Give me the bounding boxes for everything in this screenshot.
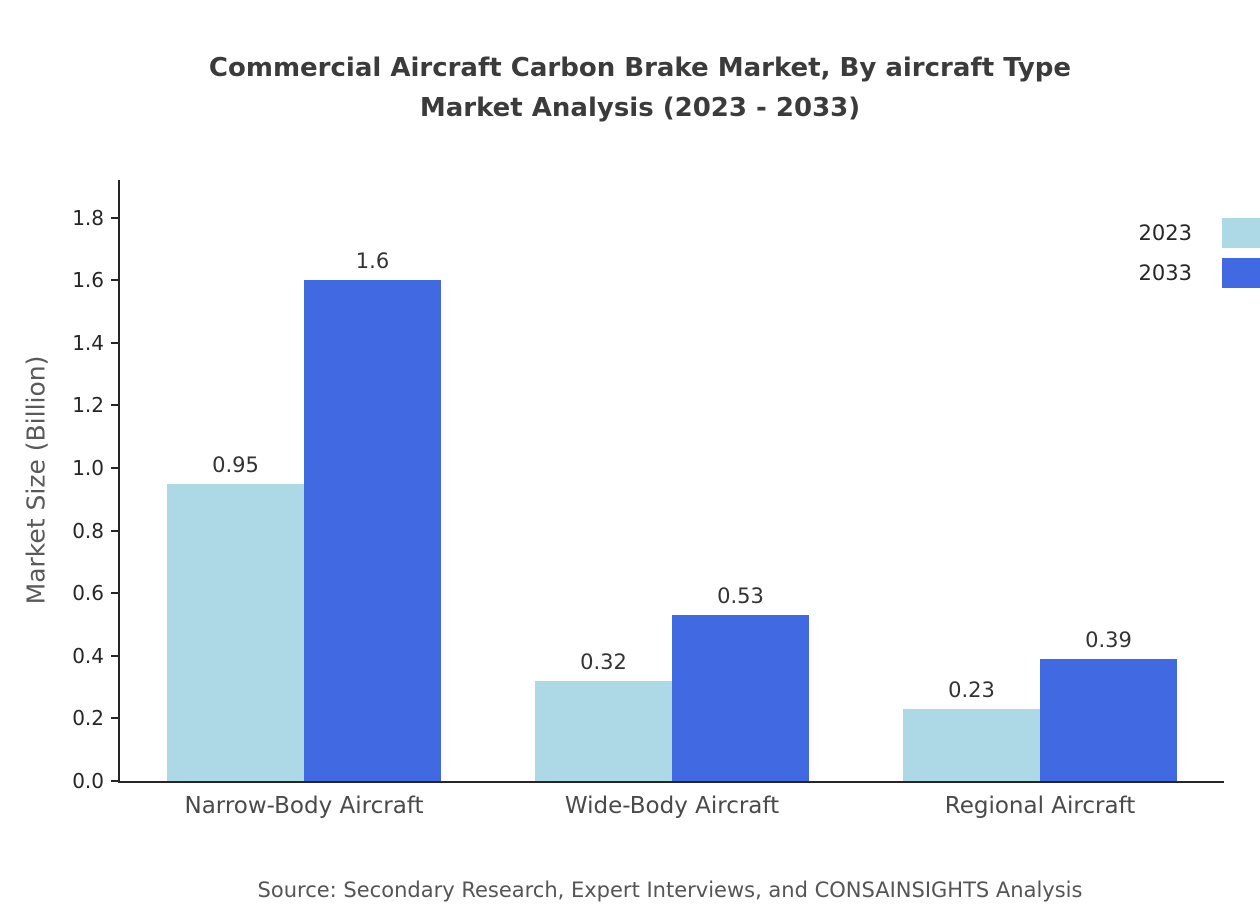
bar-value-label: 1.6 <box>355 249 390 274</box>
legend-swatch <box>1222 258 1260 288</box>
bar-value-label: 0.95 <box>212 452 259 477</box>
y-tick-label: 0.6 <box>72 581 104 606</box>
legend-item: 2023 <box>1139 218 1260 248</box>
y-tick-label: 1.6 <box>72 268 104 293</box>
x-category-label: Regional Aircraft <box>944 793 1136 819</box>
y-tick-label: 1.4 <box>72 330 104 355</box>
y-tick-label: 0.8 <box>72 518 104 543</box>
source-note: Source: Secondary Research, Expert Inter… <box>257 878 1083 902</box>
y-axis-label: Market Size (Billion) <box>21 355 51 605</box>
x-category-label: Wide-Body Aircraft <box>564 793 780 819</box>
bar-2023-2: 0.23 <box>903 678 1040 781</box>
y-tick-label: 1.0 <box>72 455 104 480</box>
y-tick-label: 0.0 <box>72 769 104 793</box>
bar-2033-2: 0.39 <box>1040 628 1177 781</box>
y-tick-label: 0.2 <box>72 706 104 731</box>
plot-area: 0.0 0.2 0.4 0.6 0.8 1.0 1.2 1.4 1.6 1.8 Narrow-Bod… <box>72 180 1224 819</box>
x-category-label: Narrow-Body Aircraft <box>184 793 424 819</box>
chart-title: Commercial Aircraft Carbon Brake Market,… <box>208 53 1072 124</box>
bar-2023-1: 0.32 <box>535 650 672 781</box>
legend: 2023 2033 <box>1139 218 1260 288</box>
bar-value-label: 0.23 <box>948 678 995 703</box>
legend-label: 2023 <box>1138 221 1192 245</box>
bar-value-label: 0.39 <box>1085 627 1132 652</box>
y-tick-mark <box>111 717 120 720</box>
y-tick-mark <box>111 592 120 595</box>
y-tick-mark <box>111 216 120 219</box>
legend-swatch <box>1222 218 1260 248</box>
y-tick-mark <box>111 780 120 782</box>
bar-2033-0: 1.6 <box>304 249 441 781</box>
y-tick-mark <box>111 341 120 344</box>
y-tick-label: 0.4 <box>72 643 104 668</box>
y-tick-label: 1.2 <box>72 393 104 418</box>
legend-item: 2033 <box>1139 258 1260 288</box>
bar-2023-0: 0.95 <box>167 453 304 781</box>
y-tick-mark <box>111 404 120 407</box>
y-tick-mark <box>111 279 120 282</box>
y-tick-mark <box>111 466 120 469</box>
bar-value-label: 0.53 <box>717 584 764 609</box>
y-tick-mark <box>111 654 120 657</box>
bar-value-label: 0.32 <box>580 649 627 674</box>
y-tick-label: 1.8 <box>72 205 104 230</box>
bar-2033-1: 0.53 <box>672 584 809 781</box>
legend-label: 2033 <box>1138 261 1192 285</box>
y-tick-mark <box>111 529 120 532</box>
